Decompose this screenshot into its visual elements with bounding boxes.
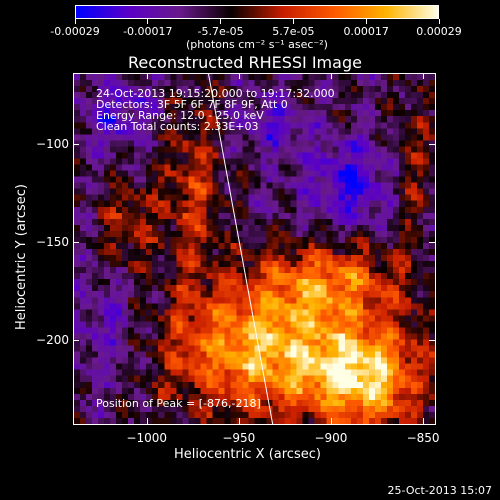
x-tick-mark [146,73,148,79]
colorbar [75,5,439,19]
colorbar-tick-mark [74,19,76,24]
x-tick-label: −1000 [126,431,167,445]
colorbar-tick-label: -0.00017 [123,25,173,38]
colorbar-tick-mark [365,19,367,24]
chart-title: Reconstructed RHESSI Image [128,53,362,72]
y-tick-label: −200 [36,333,69,348]
y-tick-mark [429,242,435,244]
x-tick-mark [330,73,332,79]
y-tick-label: −150 [36,235,69,250]
x-tick-mark [238,73,240,79]
y-tick-mark [73,340,79,342]
x-tick-mark [238,418,240,424]
x-tick-mark [330,418,332,424]
y-tick-mark [73,242,79,244]
annotation-time-range: 24-Oct-2013 19:15:20.000 to 19:17:32.000 [96,87,335,100]
y-tick-mark [429,340,435,342]
annotation-energy-range: Energy Range: 12.0 - 25.0 keV [96,109,264,122]
colorbar-units: (photons cm⁻² s⁻¹ asec⁻²) [186,38,328,51]
colorbar-tick-label: 0.00017 [343,25,389,38]
colorbar-tick-mark [147,19,149,24]
colorbar-tick-label: 0.00029 [416,25,462,38]
y-tick-label: −100 [36,136,69,151]
heatmap-image [74,74,435,424]
x-tick-mark [146,418,148,424]
colorbar-tick-mark [292,19,294,24]
plot-overlay [208,74,274,424]
peak-position-label: Position of Peak = [-876,-218] [96,397,261,410]
x-tick-label: −950 [222,431,256,445]
annotation-detectors: Detectors: 3F 5F 6F 7F 8F 9F, Att 0 [96,98,288,111]
plot-area: 24-Oct-2013 19:15:20.000 to 19:17:32.000… [73,73,436,425]
colorbar-tick-mark [438,19,440,24]
y-tick-mark [73,143,79,145]
x-tick-mark [423,73,425,79]
x-axis-label: Heliocentric X (arcsec) [174,447,321,462]
annotation-clean-counts: Clean Total counts: 2.33E+03 [96,120,259,133]
solar-limb-line [208,74,274,424]
footer-timestamp: 25-Oct-2013 15:07 [387,484,492,497]
colorbar-tick-mark [220,19,222,24]
y-axis-label: Heliocentric Y (arcsec) [14,184,29,330]
x-tick-label: −850 [406,431,440,445]
y-tick-mark [429,143,435,145]
colorbar-tick-label: -0.00029 [50,25,100,38]
colorbar-tick-label: 5.7e-05 [272,25,315,38]
x-tick-label: −900 [314,431,348,445]
x-tick-mark [423,418,425,424]
colorbar-tick-label: -5.7e-05 [197,25,244,38]
